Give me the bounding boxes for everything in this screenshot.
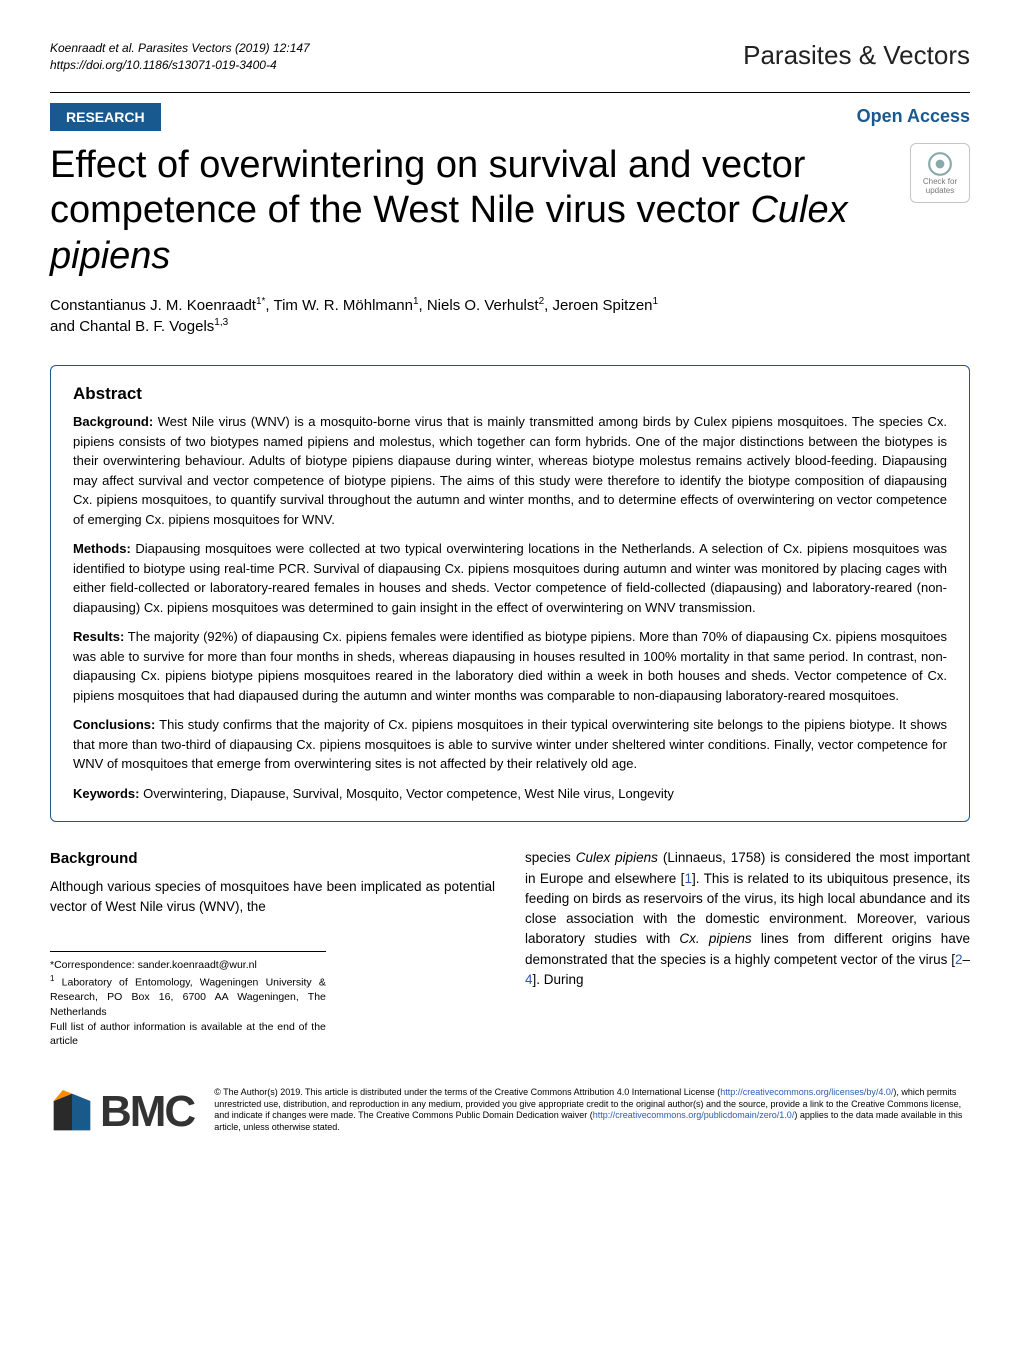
author-1-sup: 1*	[256, 296, 265, 307]
research-badge: RESEARCH	[50, 103, 161, 131]
updates-line1: Check for	[923, 177, 957, 186]
results-label: Results:	[73, 629, 124, 644]
bmc-logo: BMC	[50, 1087, 194, 1137]
column-right: species Culex pipiens (Linnaeus, 1758) i…	[525, 848, 970, 1049]
footer-bar: BMC © The Author(s) 2019. This article i…	[50, 1077, 970, 1137]
authors-line: Constantianus J. M. Koenraadt1*, Tim W. …	[50, 295, 970, 337]
col1-paragraph: Although various species of mosquitoes h…	[50, 877, 495, 918]
keywords-text: Overwintering, Diapause, Survival, Mosqu…	[139, 786, 673, 801]
author-4-sup: 1	[653, 296, 659, 307]
author-5-sup: 1,3	[214, 317, 228, 328]
title-text: Effect of overwintering on survival and …	[50, 144, 848, 277]
journal-name: Parasites & Vectors	[743, 40, 970, 71]
open-access-label: Open Access	[857, 106, 970, 127]
bmc-text: BMC	[100, 1087, 194, 1137]
background-label: Background:	[73, 414, 153, 429]
updates-icon	[927, 151, 953, 177]
license-text: © The Author(s) 2019. This article is di…	[214, 1087, 970, 1134]
author-2: , Tim W. R. Möhlmann	[265, 297, 413, 314]
affiliation-1: 1 Laboratory of Entomology, Wageningen U…	[50, 973, 326, 1020]
full-list-note: Full list of author information is avail…	[50, 1020, 326, 1049]
abstract-results: Results: The majority (92%) of diapausin…	[73, 627, 947, 705]
abstract-box: Abstract Background: West Nile virus (WN…	[50, 365, 970, 822]
abstract-methods: Methods: Diapausing mosquitoes were coll…	[73, 539, 947, 617]
category-bar: RESEARCH Open Access	[50, 103, 970, 131]
updates-line2: updates	[926, 186, 954, 195]
keywords-label: Keywords:	[73, 786, 139, 801]
correspondence-line: *Correspondence: sander.koenraadt@wur.nl	[50, 958, 326, 973]
ref-1[interactable]: 1	[684, 871, 692, 886]
author-1: Constantianus J. M. Koenraadt	[50, 297, 256, 314]
background-text: West Nile virus (WNV) is a mosquito-born…	[73, 414, 947, 527]
author-3: , Niels O. Verhulst	[419, 297, 539, 314]
methods-text: Diapausing mosquitoes were collected at …	[73, 541, 947, 615]
header-row: Koenraadt et al. Parasites Vectors (2019…	[50, 40, 970, 74]
abstract-background: Background: West Nile virus (WNV) is a m…	[73, 412, 947, 529]
results-text: The majority (92%) of diapausing Cx. pip…	[73, 629, 947, 703]
header-meta: Koenraadt et al. Parasites Vectors (2019…	[50, 40, 310, 74]
title-row: Effect of overwintering on survival and …	[50, 143, 970, 280]
column-left: Background Although various species of m…	[50, 848, 495, 1049]
background-heading: Background	[50, 848, 495, 871]
affil1-text: Laboratory of Entomology, Wageningen Uni…	[50, 977, 326, 1018]
methods-label: Methods:	[73, 541, 131, 556]
citation-line: Koenraadt et al. Parasites Vectors (2019…	[50, 40, 310, 57]
conclusions-label: Conclusions:	[73, 717, 155, 732]
license-link-1[interactable]: http://creativecommons.org/licenses/by/4…	[720, 1087, 893, 1097]
doi-line: https://doi.org/10.1186/s13071-019-3400-…	[50, 57, 310, 74]
body-columns: Background Although various species of m…	[50, 848, 970, 1049]
correspondence-email: sander.koenraadt@wur.nl	[138, 959, 257, 971]
license-link-2[interactable]: http://creativecommons.org/publicdomain/…	[593, 1110, 795, 1120]
correspondence-label: *Correspondence:	[50, 959, 138, 971]
ref-4[interactable]: 4	[525, 972, 533, 987]
col2-paragraph: species Culex pipiens (Linnaeus, 1758) i…	[525, 848, 970, 990]
species-name-2: Cx. pipiens	[679, 931, 751, 946]
abstract-keywords: Keywords: Overwintering, Diapause, Survi…	[73, 784, 947, 804]
author-5: and Chantal B. F. Vogels	[50, 318, 214, 335]
author-4: , Jeroen Spitzen	[544, 297, 652, 314]
article-title: Effect of overwintering on survival and …	[50, 143, 890, 280]
meta-footer: *Correspondence: sander.koenraadt@wur.nl…	[50, 951, 326, 1049]
abstract-heading: Abstract	[73, 384, 947, 404]
conclusions-text: This study confirms that the majority of…	[73, 717, 947, 771]
abstract-conclusions: Conclusions: This study confirms that th…	[73, 715, 947, 774]
bmc-mark-icon	[50, 1090, 94, 1134]
header-rule	[50, 92, 970, 93]
species-name: Culex pipiens	[576, 850, 658, 865]
check-updates-badge[interactable]: Check for updates	[910, 143, 970, 203]
